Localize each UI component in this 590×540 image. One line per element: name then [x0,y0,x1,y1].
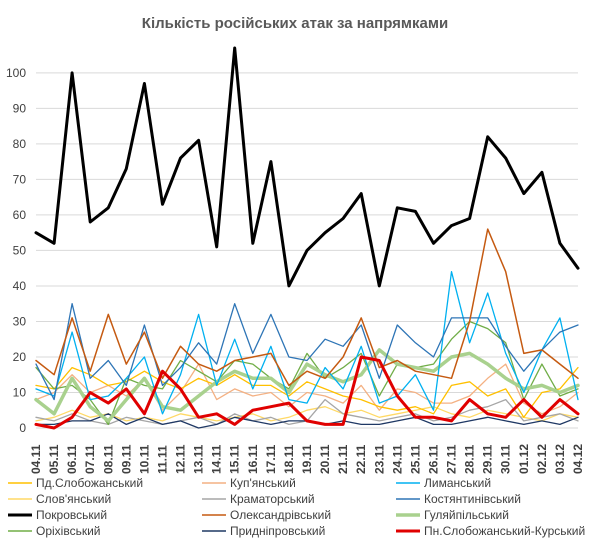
y-tick-label: 90 [13,101,27,115]
x-tick-label: 04.12 [571,444,585,474]
y-axis-ticks: 0 10 20 30 40 50 60 70 80 90 100 [6,66,26,435]
legend-label: Оріхівський [36,524,101,538]
y-tick-label: 100 [6,66,26,80]
series-line [35,406,579,422]
y-tick-label: 10 [13,385,27,399]
legend-label: Костянтинівський [424,492,521,506]
x-tick-label: 21.11 [336,444,350,474]
series-line [35,366,579,418]
y-tick-label: 20 [13,350,27,364]
x-axis-ticks: 04.11 05.11 06.11 07.11 08.11 09.11 10.11 11.11… [29,444,585,474]
y-tick-label: 30 [13,314,27,328]
x-tick-label: 05.11 [47,444,61,474]
series-line [34,348,580,423]
legend-label: Пд.Слобожанський [36,476,143,490]
legend-label: Олександрівський [230,508,331,522]
legend-label: Куп'янський [230,476,296,490]
legend-label: Покровський [36,508,107,522]
x-tick-label: 28.11 [463,444,477,474]
series-line [34,355,580,430]
x-tick-label: 03.12 [553,444,567,474]
x-tick-label: 19.11 [300,444,314,474]
legend-label: Слов'янський [36,492,111,506]
x-tick-label: 20.11 [318,444,332,474]
x-tick-label: 24.11 [390,444,404,474]
series-line [34,46,580,288]
x-tick-label: 04.11 [29,444,43,474]
x-tick-label: 01.12 [517,444,531,474]
legend-label: Пн.Слобожанський-Курський [424,524,585,538]
x-tick-label: 18.11 [282,444,296,474]
x-tick-label: 07.11 [83,444,97,474]
x-tick-label: 12.11 [174,444,188,474]
x-tick-label: 29.11 [481,444,495,474]
legend-label: Придніпровський [230,524,325,538]
legend-label: Краматорський [230,492,315,506]
x-tick-label: 15.11 [228,444,242,474]
legend-label: Лиманський [424,476,491,490]
x-tick-label: 02.12 [535,444,549,474]
series-line [35,363,579,415]
y-tick-label: 60 [13,208,27,222]
x-tick-label: 16.11 [246,444,260,474]
legend-label: Гуляйпільський [424,508,509,522]
x-tick-label: 23.11 [372,444,386,474]
x-tick-label: 09.11 [119,444,133,474]
y-tick-label: 70 [13,172,27,186]
y-tick-label: 50 [13,243,27,257]
series-line [35,228,579,387]
x-tick-label: 06.11 [65,444,79,474]
series-line [35,303,579,401]
legend: Пд.Слобожанський Куп'янський Лиманський Сло… [8,476,585,538]
x-tick-label: 13.11 [192,444,206,474]
x-tick-label: 22.11 [354,444,368,474]
chart-title: Кількість російських атак за напрямками [142,15,448,32]
x-tick-label: 17.11 [264,444,278,474]
x-tick-label: 10.11 [137,444,151,474]
x-tick-label: 08.11 [101,444,115,474]
y-tick-label: 80 [13,137,27,151]
x-tick-label: 25.11 [408,444,422,474]
x-tick-label: 14.11 [210,444,224,474]
x-tick-label: 30.11 [499,444,513,474]
y-tick-label: 40 [13,279,27,293]
x-tick-label: 11.11 [155,445,169,474]
y-tick-label: 0 [19,421,26,435]
x-tick-label: 27.11 [445,444,459,474]
series-line [35,271,579,415]
x-tick-label: 26.11 [426,444,440,474]
series-lines [34,46,580,430]
